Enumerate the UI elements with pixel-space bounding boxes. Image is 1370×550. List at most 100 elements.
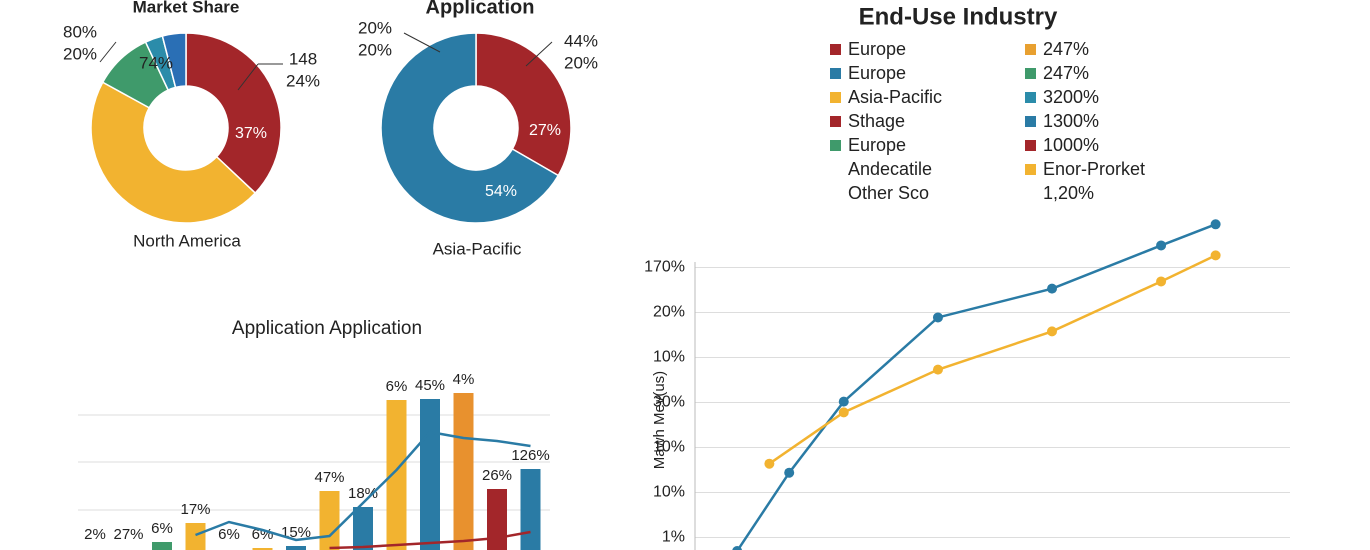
data-label: 54%: [485, 183, 517, 200]
bar: [319, 491, 340, 550]
legend-swatch: [830, 44, 841, 55]
data-label: 27%: [529, 122, 561, 139]
legend-label: Asia-Pacific: [848, 87, 942, 107]
point: [732, 546, 743, 550]
bar: [420, 399, 440, 550]
legend-label: Europe: [848, 39, 906, 59]
bar-annotation: 27%: [113, 526, 143, 543]
donut-slice: [185, 32, 282, 195]
legend-label: Other Sco: [848, 183, 929, 203]
chart-title: Market Share: [133, 0, 240, 16]
bar: [286, 546, 306, 550]
bar-annotation: 17%: [180, 501, 210, 518]
point: [784, 467, 795, 478]
y-tick-label: 10%: [653, 484, 685, 501]
trend-line: [195, 430, 531, 542]
donut-slice: [90, 81, 257, 224]
leader-line: [99, 41, 117, 63]
y-tick-label: 10%: [653, 349, 685, 366]
y-tick-label: 170%: [644, 259, 685, 276]
annotation: 80%: [63, 22, 97, 41]
y-tick-label: 30%: [653, 394, 685, 411]
data-label: 37%: [235, 125, 267, 142]
y-tick-label: 10%: [653, 439, 685, 456]
leader-line: [237, 63, 259, 91]
legend-label: 3200%: [1043, 87, 1099, 107]
annotation: 74%: [139, 53, 173, 72]
legend-label: Sthage: [848, 111, 905, 131]
legend-swatch: [830, 140, 841, 151]
point: [838, 396, 849, 407]
point: [764, 458, 775, 469]
point: [1047, 326, 1057, 337]
point: [1047, 283, 1057, 294]
legend-label: Enor-Prorket: [1043, 159, 1145, 179]
y-tick-label: 20%: [653, 304, 685, 321]
annotation: 20%: [358, 40, 392, 59]
bar-annotation: 6%: [252, 526, 274, 543]
series-line: [736, 223, 1217, 550]
annotation: 20%: [63, 44, 97, 63]
bar: [152, 542, 172, 550]
point: [1210, 219, 1221, 230]
legend-swatch: [1025, 44, 1036, 55]
bar: [453, 393, 474, 550]
legend-swatch: [1025, 164, 1036, 175]
donut-slice: [380, 32, 560, 224]
legend-label: Europe: [848, 63, 906, 83]
annotation: 148: [289, 49, 317, 68]
bar: [487, 489, 507, 550]
annotation: North America: [133, 231, 241, 250]
annotation: Asia-Pacific: [433, 239, 522, 258]
legend-label: 247%: [1043, 39, 1089, 59]
legend-label: Andecatile: [848, 159, 932, 179]
bar: [252, 548, 273, 550]
legend-swatch: [1025, 68, 1036, 79]
trend-line: [329, 530, 531, 550]
legend-swatch: [1025, 116, 1036, 127]
legend-swatch: [830, 116, 841, 127]
bar-annotation: 6%: [386, 378, 408, 395]
legend-label: 1000%: [1043, 135, 1099, 155]
legend-swatch: [1025, 92, 1036, 103]
bar-annotation: 45%: [415, 377, 445, 394]
y-tick-label: 1%: [662, 529, 685, 546]
bar: [185, 523, 206, 550]
bar-annotation: 6%: [218, 526, 240, 543]
bar: [386, 400, 407, 550]
donut-slice: [161, 32, 187, 89]
legend-swatch: [830, 68, 841, 79]
legend-swatch: [830, 92, 841, 103]
point: [932, 312, 943, 323]
legend-label: 1300%: [1043, 111, 1099, 131]
point: [838, 407, 849, 418]
series-line: [768, 254, 1217, 465]
bar-annotation: 6%: [151, 520, 173, 537]
bar-annotation: 47%: [314, 469, 344, 486]
donut-slice: [475, 32, 572, 177]
point: [1210, 250, 1221, 261]
bar-annotation: 4%: [453, 371, 475, 388]
bar: [353, 507, 373, 550]
chart-title: End-Use Industry: [859, 3, 1058, 30]
annotation: 24%: [286, 71, 320, 90]
bar-annotation: 126%: [511, 447, 549, 464]
annotation: 20%: [358, 18, 392, 37]
bar-annotation: 2%: [84, 526, 106, 543]
point: [1156, 276, 1167, 287]
leader-line: [403, 32, 441, 53]
annotation: 44%: [564, 31, 598, 50]
legend-swatch: [1025, 140, 1036, 151]
bar: [520, 469, 541, 550]
annotation: 20%: [564, 53, 598, 72]
point: [932, 364, 943, 375]
bar-annotation: 18%: [348, 485, 378, 502]
chart-title: Application: [426, 0, 535, 18]
legend-label: Europe: [848, 135, 906, 155]
chart-title: Application Application: [232, 318, 422, 339]
bar-annotation: 26%: [482, 467, 512, 484]
point: [1156, 240, 1167, 251]
legend-label: 1,20%: [1043, 183, 1094, 203]
